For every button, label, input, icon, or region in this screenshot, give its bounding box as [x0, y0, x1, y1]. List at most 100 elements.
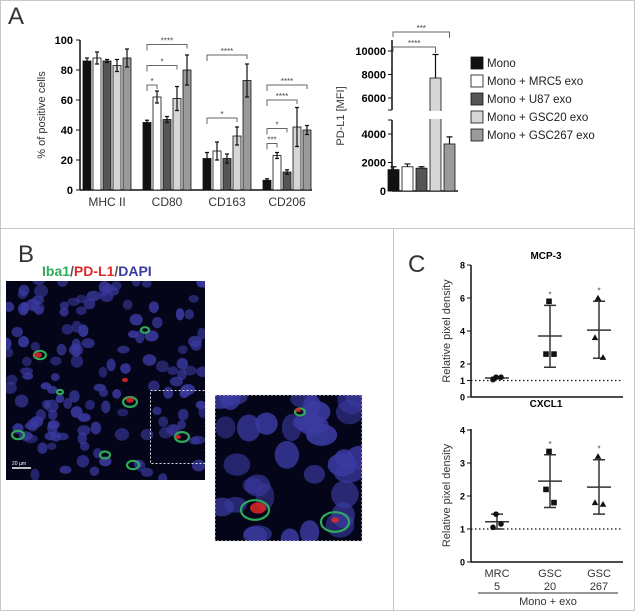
legend-label: Mono + GSC20 exo: [487, 112, 588, 124]
panel-label-b: B: [18, 241, 34, 268]
x-group-label: Mono + exo: [519, 596, 577, 608]
data-point-circle: [498, 374, 504, 381]
error-bar: [115, 58, 119, 73]
nucleus: [78, 324, 89, 338]
nucleus: [299, 520, 320, 541]
y-tick-label: 100: [55, 35, 73, 47]
legend-swatch: [470, 74, 484, 88]
nucleus: [37, 442, 48, 454]
title-sep: /: [114, 263, 118, 279]
nucleus: [81, 338, 95, 349]
nucleus: [127, 330, 139, 339]
nucleus: [179, 385, 192, 398]
error-bar: [275, 151, 279, 160]
significance-label: ***: [267, 136, 276, 145]
y-tick-label: 1: [460, 376, 465, 386]
nucleus: [106, 358, 116, 372]
bar: [415, 167, 428, 192]
inset-border: [214, 394, 363, 542]
legend-item: Mono + GSC267 exo: [470, 128, 595, 142]
significance-bracket: [206, 54, 248, 61]
nucleus: [117, 408, 129, 417]
x-tick-label: CD163: [208, 195, 246, 209]
legend-swatch: [470, 56, 484, 70]
bar: [122, 57, 132, 191]
legend-swatch: [470, 92, 484, 106]
error-bar: [165, 115, 169, 124]
nucleus: [167, 366, 179, 376]
nucleus: [59, 465, 72, 474]
nucleus: [303, 464, 326, 484]
legend-item: Mono + GSC20 exo: [470, 110, 588, 124]
nucleus: [17, 290, 28, 300]
y-axis-label: PD-L1 [MFI]: [335, 86, 347, 145]
significance-label: *: [150, 77, 153, 86]
mean-sd-bar: [587, 300, 611, 359]
nucleus: [50, 373, 60, 382]
y-tick-label: 8000: [362, 70, 386, 82]
y-tick-label: 20: [61, 155, 73, 167]
nucleus: [158, 416, 169, 428]
iba1-cell: [98, 450, 112, 460]
y-tick-label: 3: [460, 459, 465, 469]
error-bar: [285, 169, 289, 175]
nucleus: [140, 428, 154, 441]
significance-label: *: [548, 440, 551, 449]
significance-label: ****: [221, 47, 233, 56]
nucleus: [131, 281, 141, 287]
micrograph-inset: [215, 395, 362, 541]
significance-bracket: [266, 143, 278, 150]
error-bar: [175, 85, 179, 112]
data-point-square: [543, 351, 549, 357]
y-tick-label: 8: [460, 261, 465, 271]
error-bar: [418, 166, 425, 169]
nucleus: [156, 360, 169, 373]
nucleus: [158, 473, 168, 480]
nucleus: [148, 380, 160, 392]
bar: [102, 60, 112, 191]
nucleus: [50, 356, 62, 366]
significance-label: *: [597, 286, 600, 295]
nucleus: [331, 480, 359, 508]
error-bar: [235, 126, 239, 146]
data-point-triangle: [591, 499, 599, 506]
nucleus: [98, 281, 111, 293]
error-bar: [265, 178, 269, 183]
y-tick-label: 40: [61, 125, 73, 137]
chart-a-left: 0 20 40 60 80 100 % of positive cells MHC II CD8…: [36, 35, 312, 209]
pdl1-signal: [126, 397, 134, 403]
nucleus: [30, 341, 40, 352]
error-bar: [225, 153, 229, 164]
data-point-square: [551, 499, 557, 506]
y-tick-label: 60: [61, 95, 73, 107]
error-bar: [432, 53, 439, 79]
nucleus: [169, 376, 184, 387]
data-point-triangle: [591, 334, 599, 341]
nucleus: [101, 400, 111, 414]
legend-label: Mono + U87 exo: [487, 94, 572, 106]
nucleus: [44, 432, 58, 441]
y-axis-label: Relative pixel density: [441, 279, 453, 383]
iba1-cell: [239, 499, 271, 521]
nucleus: [70, 355, 84, 368]
y-axis-label: % of positive cells: [36, 71, 48, 159]
y-tick-label: 0: [460, 393, 465, 403]
legend-swatch: [470, 110, 484, 124]
nucleus: [191, 459, 205, 472]
mean-sd-bar: [538, 304, 562, 369]
iba1-cell: [121, 396, 139, 409]
scale-bar-label: 20 µm: [12, 461, 26, 467]
nucleus: [40, 382, 51, 390]
significance-label: *: [548, 290, 551, 299]
nucleus: [242, 526, 267, 541]
nucleus: [141, 281, 152, 288]
y-tick-label: 6: [460, 294, 465, 304]
pdl1-signal: [250, 502, 266, 514]
legend-item: Mono + U87 exo: [470, 92, 572, 106]
nucleus: [188, 335, 202, 348]
bar: [92, 57, 102, 191]
legend-swatch: [470, 128, 484, 142]
nucleus: [41, 399, 52, 409]
nucleus: [11, 326, 23, 338]
iba1-cell: [319, 511, 351, 533]
